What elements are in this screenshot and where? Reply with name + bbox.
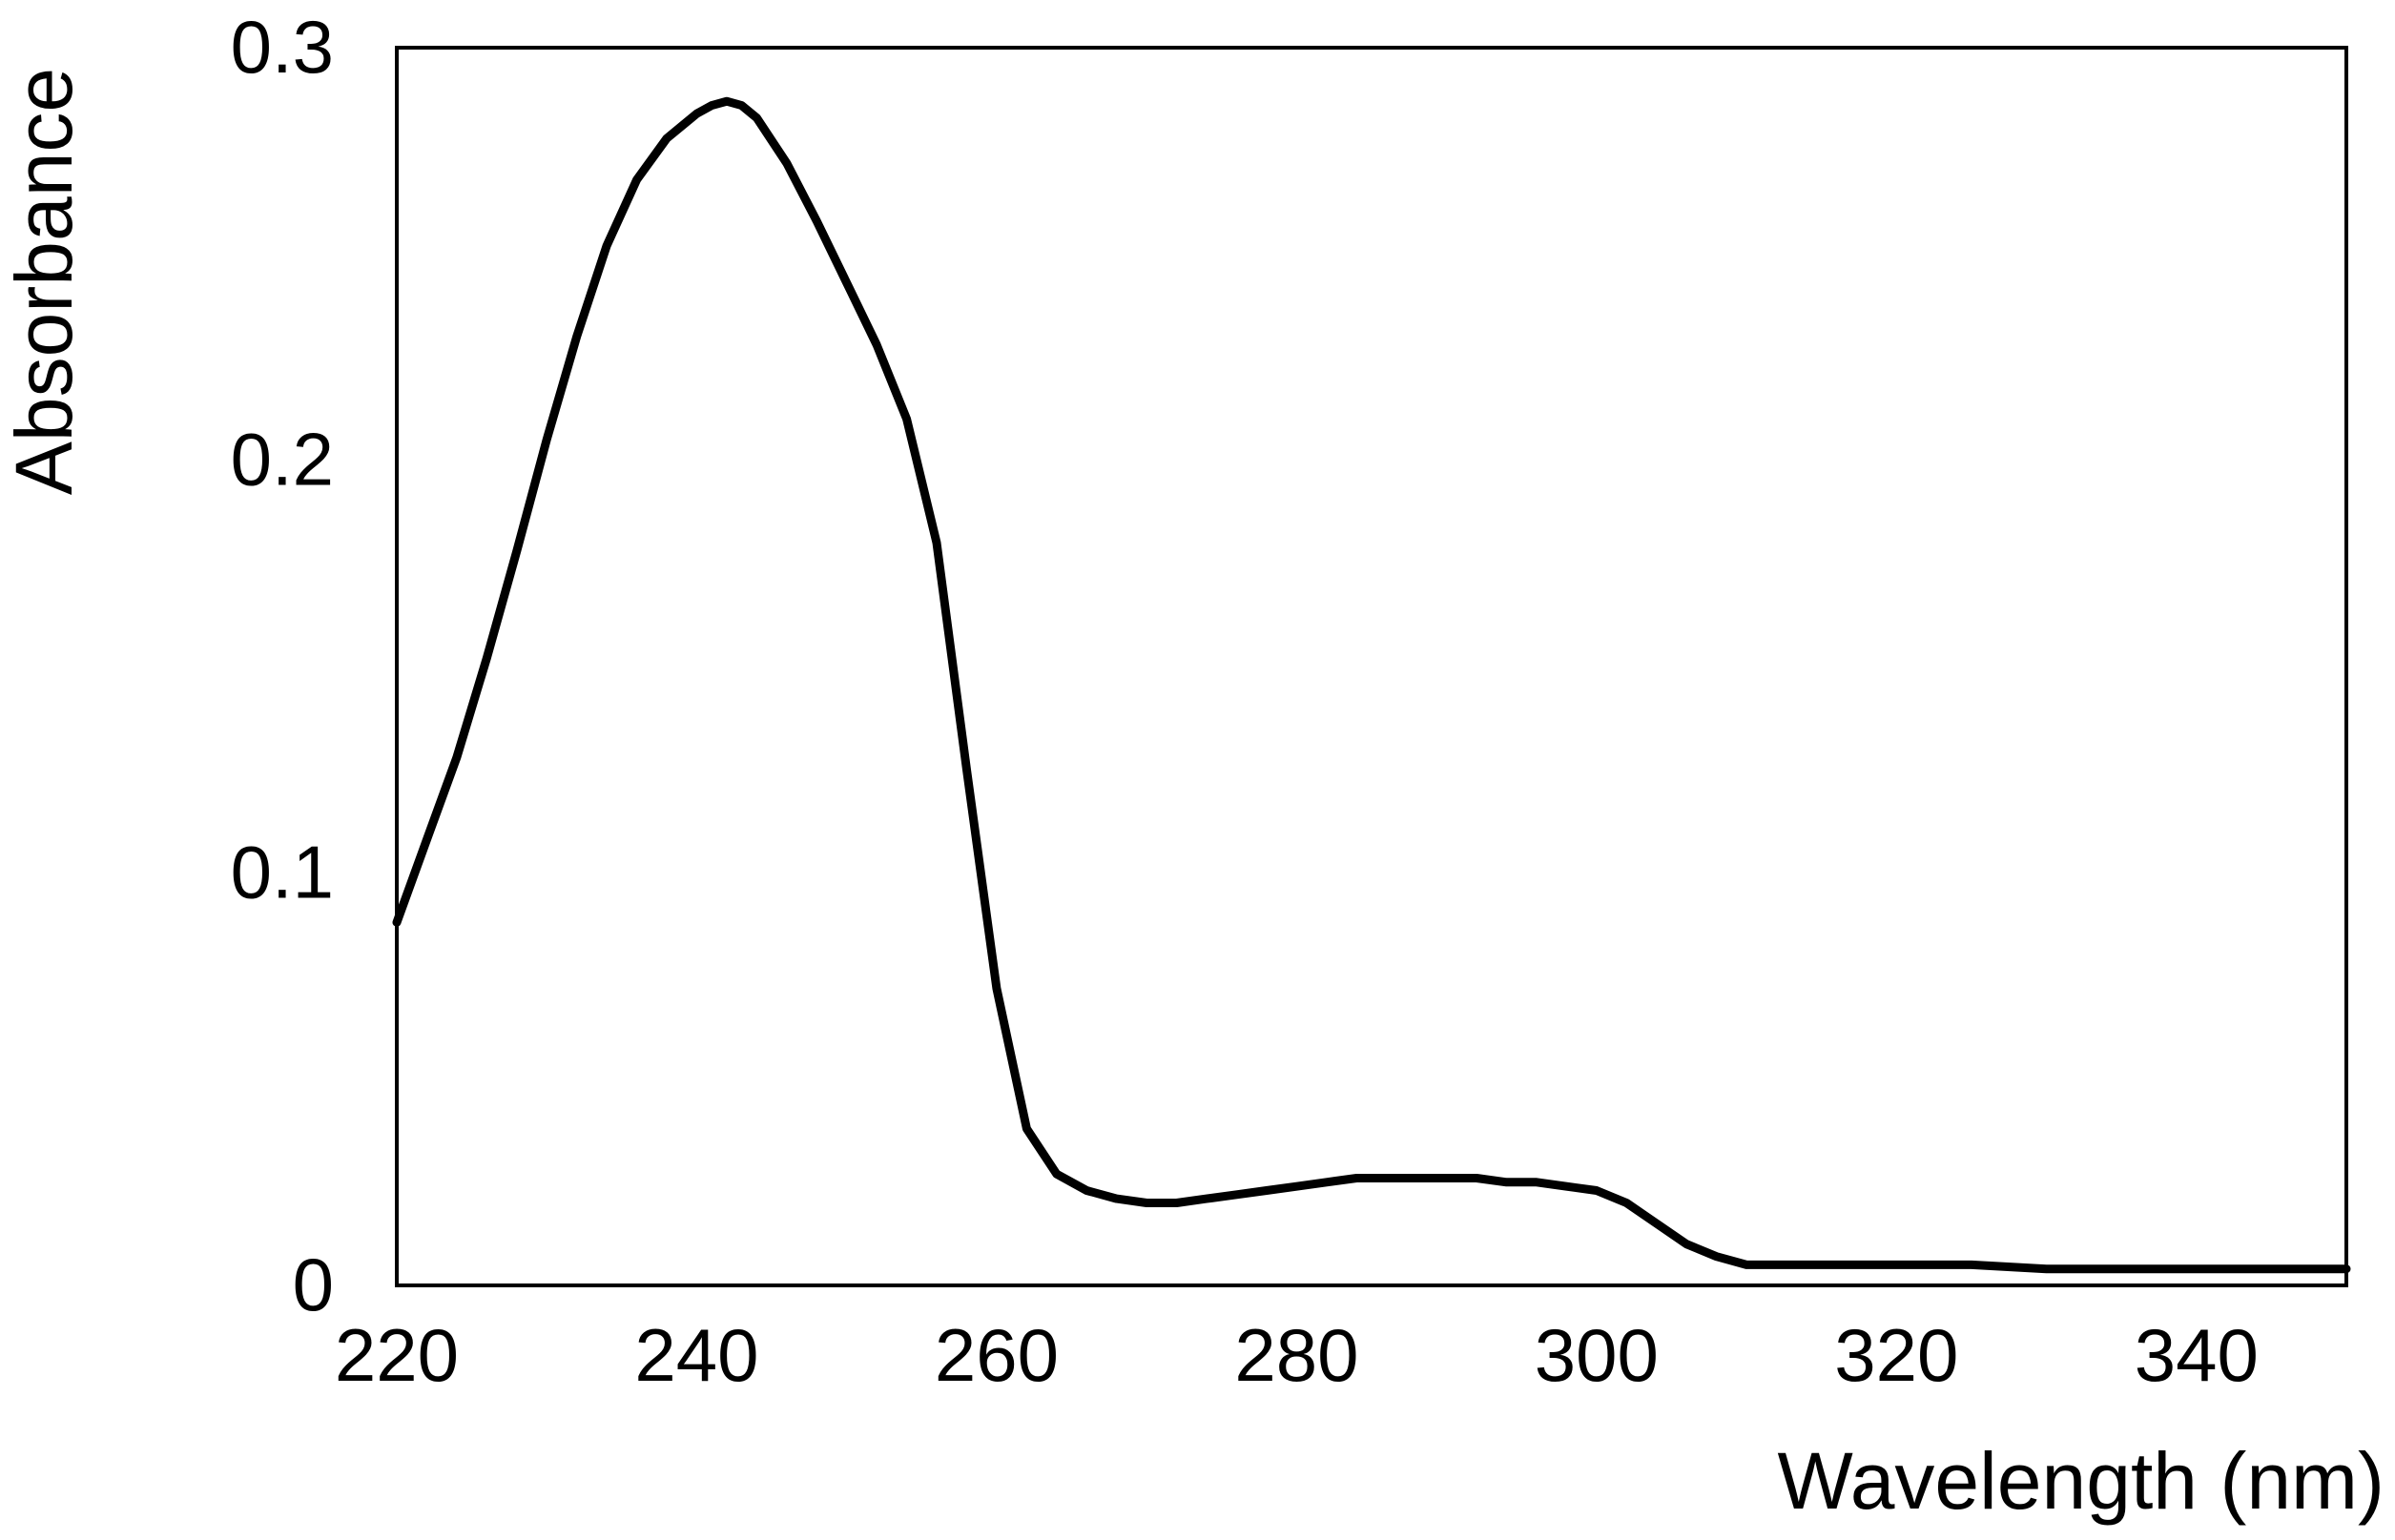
- absorbance-series-line: [392, 96, 2351, 1274]
- x-tick-label: 320: [1834, 1313, 1958, 1397]
- y-tick-label: 0.2: [231, 418, 334, 502]
- y-tick-label: 0.3: [231, 5, 334, 89]
- x-axis-label: Wavelength (nm): [1778, 1436, 2385, 1526]
- x-tick-labels: 220 240 260 280 300 320 340: [335, 1313, 2259, 1397]
- x-tick-label: 220: [335, 1313, 459, 1397]
- y-tick-labels: 0 0.1 0.2 0.3: [231, 5, 334, 1326]
- x-tick-label: 260: [935, 1313, 1059, 1397]
- x-tick-label: 240: [634, 1313, 758, 1397]
- x-tick-label: 340: [2135, 1313, 2259, 1397]
- y-tick-label: 0: [293, 1242, 334, 1326]
- x-tick-label: 300: [1535, 1313, 1659, 1397]
- y-axis-label: Absorbance: [0, 68, 89, 495]
- y-tick-label: 0.1: [231, 830, 334, 914]
- plot-frame: [395, 46, 2348, 1287]
- x-tick-label: 280: [1234, 1313, 1358, 1397]
